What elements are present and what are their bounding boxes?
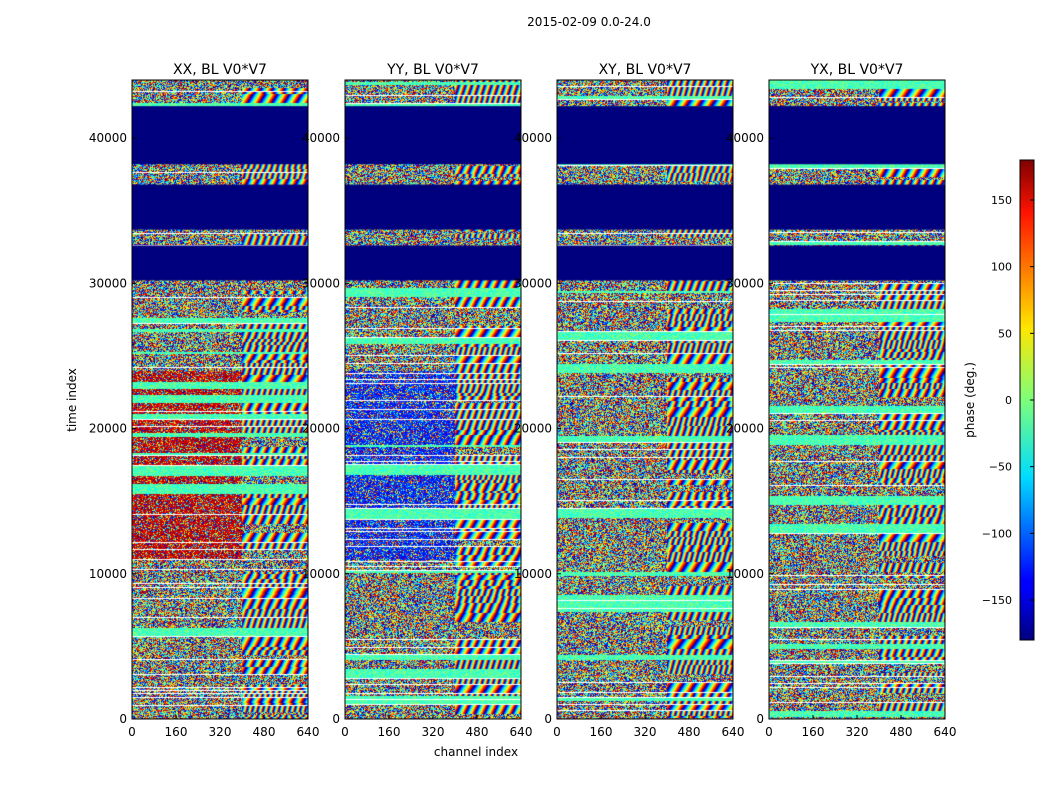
- y-tick-label: 40000: [302, 131, 340, 145]
- y-tick-label: 0: [119, 712, 127, 726]
- colorbar-tick-label: −150: [982, 594, 1012, 607]
- y-tick-label: 30000: [726, 276, 764, 290]
- x-tick-label: 160: [378, 725, 401, 739]
- x-tick-label: 480: [253, 725, 276, 739]
- y-tick-label: 10000: [514, 567, 552, 581]
- y-tick-label: 40000: [514, 131, 552, 145]
- panel-title: YX, BL V0*V7: [810, 62, 904, 78]
- x-tick-label: 320: [846, 725, 869, 739]
- x-tick-label: 640: [297, 725, 320, 739]
- phase-heatmap: [345, 80, 521, 719]
- figure-suptitle: 2015-02-09 0.0-24.0: [527, 15, 651, 29]
- y-tick-label: 30000: [302, 276, 340, 290]
- y-tick-label: 30000: [89, 276, 127, 290]
- colorbar-tick-label: 0: [1005, 394, 1012, 407]
- panel-title: YY, BL V0*V7: [386, 62, 479, 78]
- colorbar-tick-label: −50: [989, 461, 1012, 474]
- colorbar-tick-label: 150: [991, 194, 1012, 207]
- x-tick-label: 480: [466, 725, 489, 739]
- x-tick-label: 640: [934, 725, 957, 739]
- x-tick-label: 480: [678, 725, 701, 739]
- x-tick-label: 320: [209, 725, 232, 739]
- colorbar: −150 −100 −50 0 50 100 150 phase (deg.): [963, 159, 1035, 641]
- y-tick-label: 0: [332, 712, 340, 726]
- panel-title: XX, BL V0*V7: [173, 62, 267, 78]
- x-tick-label: 480: [890, 725, 913, 739]
- panel-2: XY, BL V0*V7 0 160 320 480 640 0 10000 20000 3000…: [514, 62, 745, 739]
- y-tick-label: 10000: [726, 567, 764, 581]
- phase-heatmap: [769, 80, 945, 719]
- x-tick-label: 0: [128, 725, 136, 739]
- y-tick-label: 40000: [89, 131, 127, 145]
- panels: XX, BL V0*V7 0 160 320 480 640 0 10000 20000 3000…: [89, 62, 957, 739]
- x-tick-label: 640: [722, 725, 745, 739]
- panel-title: XY, BL V0*V7: [599, 62, 692, 78]
- y-tick-label: 20000: [302, 422, 340, 436]
- y-tick-label: 40000: [726, 131, 764, 145]
- x-tick-label: 640: [510, 725, 533, 739]
- x-tick-label: 0: [341, 725, 349, 739]
- x-tick-label: 160: [165, 725, 188, 739]
- y-tick-label: 0: [544, 712, 552, 726]
- y-tick-label: 10000: [89, 567, 127, 581]
- panel-0: XX, BL V0*V7 0 160 320 480 640 0 10000 20000 3000…: [89, 62, 320, 739]
- colorbar-tick-label: 50: [998, 327, 1012, 340]
- y-tick-label: 30000: [514, 276, 552, 290]
- phase-heatmap: [132, 80, 308, 719]
- x-tick-label: 320: [634, 725, 657, 739]
- x-tick-label: 320: [422, 725, 445, 739]
- y-tick-label: 20000: [726, 422, 764, 436]
- y-tick-label: 10000: [302, 567, 340, 581]
- x-tick-label: 160: [802, 725, 825, 739]
- colorbar-label: phase (deg.): [963, 362, 977, 438]
- panel-1: YY, BL V0*V7 0 160 320 480 640 0 10000 20000 3000…: [302, 62, 533, 739]
- y-tick-label: 0: [756, 712, 764, 726]
- y-tick-label: 20000: [514, 422, 552, 436]
- colorbar-ticks: −150 −100 −50 0 50 100 150: [982, 194, 1034, 607]
- x-tick-label: 0: [553, 725, 561, 739]
- x-tick-label: 160: [590, 725, 613, 739]
- y-axis-label: time index: [65, 368, 79, 432]
- panel-3: YX, BL V0*V7 0 160 320 480 640 0 10000 20000 3000…: [726, 62, 957, 739]
- colorbar-tick-label: 100: [991, 261, 1012, 274]
- x-axis-label: channel index: [434, 745, 518, 759]
- y-tick-label: 20000: [89, 422, 127, 436]
- phase-heatmap: [557, 80, 733, 719]
- colorbar-tick-label: −100: [982, 527, 1012, 540]
- x-tick-label: 0: [765, 725, 773, 739]
